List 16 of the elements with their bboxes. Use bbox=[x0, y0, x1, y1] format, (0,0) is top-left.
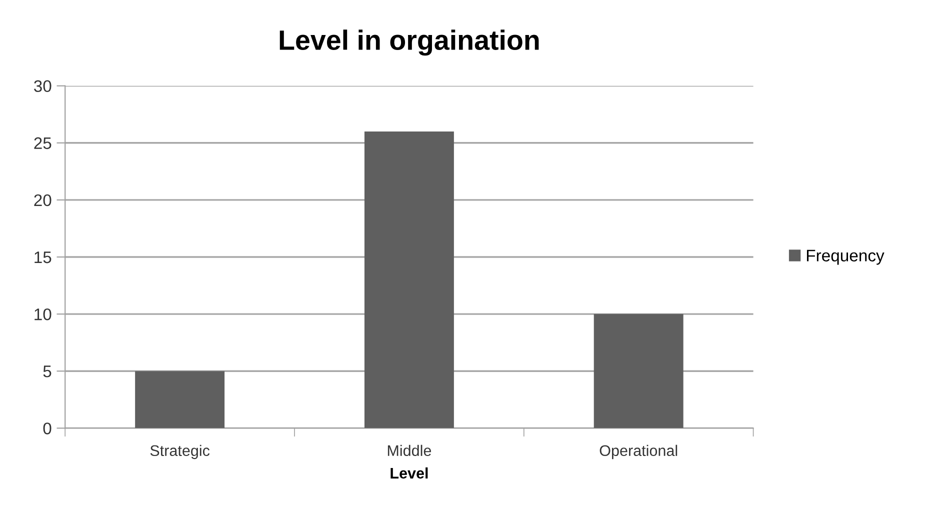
bar bbox=[135, 371, 225, 428]
y-tick-label: 15 bbox=[34, 252, 52, 264]
x-tick-label: Strategic bbox=[150, 444, 210, 460]
x-axis-title: Level bbox=[390, 467, 428, 479]
legend-label: Frequency bbox=[806, 250, 884, 265]
y-tick-label: 10 bbox=[34, 308, 52, 320]
y-tick-label: 30 bbox=[34, 80, 52, 92]
chart-title: Level in orgaination bbox=[280, 30, 539, 56]
bar bbox=[594, 314, 684, 428]
y-tick-label: 25 bbox=[34, 137, 52, 150]
x-tick-label: Middle bbox=[388, 444, 432, 456]
x-tick-label: Operational bbox=[600, 444, 678, 460]
y-tick-label: 0 bbox=[43, 422, 52, 434]
y-tick-label: 5 bbox=[43, 366, 52, 378]
y-tick-label: 20 bbox=[34, 194, 52, 206]
bar bbox=[364, 131, 454, 428]
